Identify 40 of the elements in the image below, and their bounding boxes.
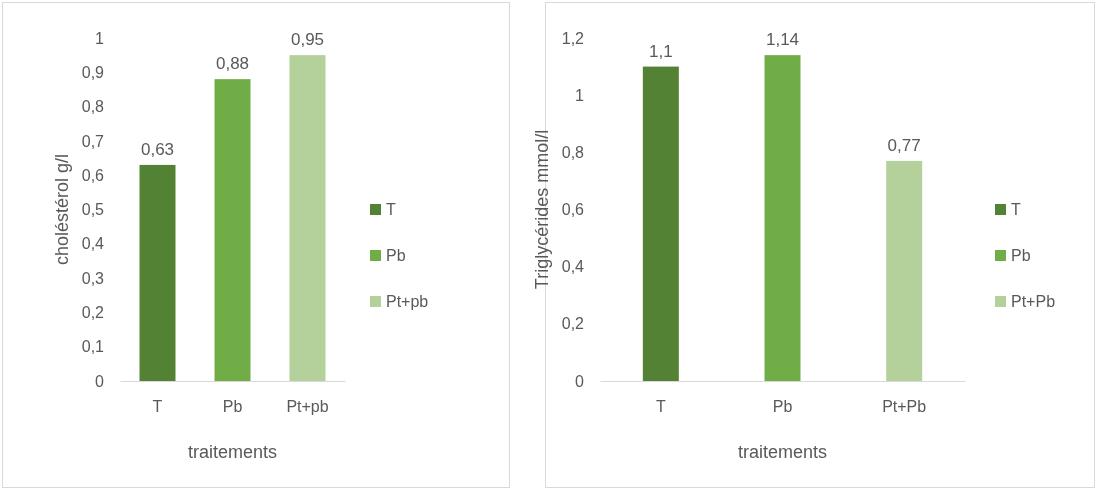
y-tick-label: 0,4 <box>561 258 585 276</box>
x-tick-label: Pb <box>222 398 243 416</box>
y-tick-label: 0,6 <box>561 201 585 219</box>
data-label: 0,63 <box>140 139 175 159</box>
y-tick-label: 0,6 <box>81 166 105 184</box>
y-tick-label: 0,2 <box>561 315 585 333</box>
y-axis-title: choléstérol g/l <box>52 153 72 266</box>
legend-label: Pb <box>386 247 406 264</box>
y-tick-label: 0,3 <box>81 269 105 287</box>
y-tick-label: 1 <box>95 29 105 47</box>
x-tick-label: Pt+Pb <box>882 398 927 416</box>
legend-label: T <box>386 201 396 218</box>
y-tick-label: 1 <box>575 86 585 104</box>
x-tick-label: Pb <box>772 398 793 416</box>
y-tick-label: 0,8 <box>81 98 105 116</box>
y-tick-label: 0,4 <box>81 235 105 253</box>
legend-label: Pb <box>1011 247 1031 264</box>
data-label: 0,77 <box>887 135 921 155</box>
y-tick-label: 1,2 <box>561 29 585 47</box>
y-tick-label: 0,8 <box>561 143 585 161</box>
x-tick-label: T <box>152 398 163 416</box>
x-axis-title: traitements <box>737 442 828 462</box>
x-axis-title: traitements <box>187 442 278 462</box>
y-axis-title: Triglycérides mmol/l <box>532 129 552 290</box>
y-tick-label: 0 <box>95 372 105 390</box>
data-label: 0,95 <box>290 30 325 50</box>
x-tick-label: T <box>655 398 666 416</box>
data-label: 1,14 <box>765 30 800 50</box>
legend-label: Pt+pb <box>386 293 429 310</box>
legend-label: Pt+Pb <box>1011 293 1056 310</box>
legend-label: T <box>1011 201 1021 218</box>
y-tick-label: 0,7 <box>81 132 105 150</box>
y-tick-label: 0,5 <box>81 201 105 219</box>
y-tick-label: 0,2 <box>81 304 105 321</box>
y-tick-label: 0,9 <box>81 63 105 81</box>
data-label: 0,88 <box>215 54 250 74</box>
y-tick-label: 0 <box>575 372 585 390</box>
y-tick-label: 0,1 <box>81 338 105 356</box>
data-label: 1,1 <box>649 41 673 61</box>
x-tick-label: Pt+pb <box>286 398 329 416</box>
